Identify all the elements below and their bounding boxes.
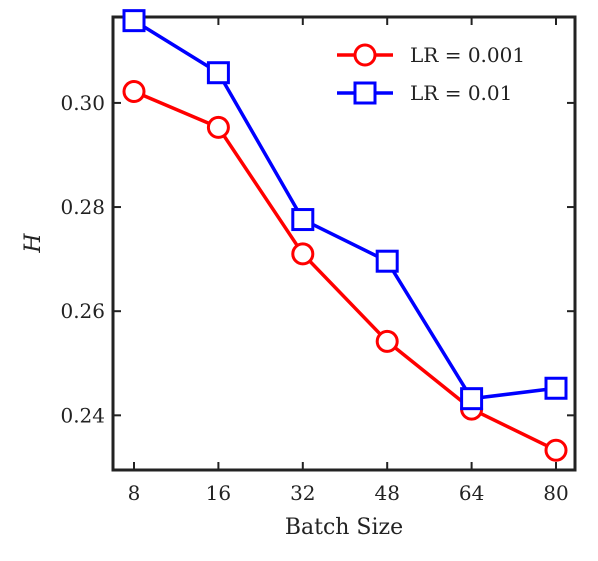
series-1	[122, 79, 568, 462]
x-tick-label: 8	[128, 481, 141, 505]
x-tick-label: 32	[290, 481, 315, 505]
data-point	[544, 376, 568, 400]
x-axis-label: Batch Size	[285, 515, 403, 540]
legend-marker	[353, 43, 377, 67]
y-axis: 0.24 0.26 0.28 0.30	[60, 91, 575, 427]
data-point	[375, 329, 399, 353]
data-point	[122, 79, 146, 103]
y-tick-label: 0.30	[60, 91, 105, 115]
legend: LR = 0.001 LR = 0.01	[337, 43, 525, 105]
legend-item: LR = 0.001	[337, 43, 525, 67]
data-point	[291, 208, 315, 232]
data-point	[460, 387, 484, 411]
data-point	[206, 115, 230, 139]
legend-item: LR = 0.01	[337, 81, 512, 105]
x-axis: 8 16 32 48 64 80	[128, 17, 569, 505]
legend-marker	[353, 81, 377, 105]
data-point	[206, 61, 230, 85]
series-line	[133, 19, 557, 401]
y-tick-label: 0.24	[60, 403, 105, 427]
y-axis-label: H	[21, 233, 46, 254]
plot-frame	[111, 15, 577, 472]
series-2	[122, 9, 568, 411]
x-tick-label: 80	[543, 481, 568, 505]
legend-label: LR = 0.001	[410, 43, 525, 67]
y-tick-label: 0.28	[60, 195, 105, 219]
data-point	[375, 249, 399, 273]
data-point	[122, 9, 146, 33]
series-group	[122, 9, 568, 462]
x-tick-label: 48	[374, 481, 399, 505]
data-point	[291, 242, 315, 266]
x-tick-label: 16	[206, 481, 231, 505]
x-tick-label: 64	[459, 481, 484, 505]
y-tick-label: 0.26	[60, 299, 105, 323]
series-line	[133, 89, 557, 452]
legend-label: LR = 0.01	[410, 81, 512, 105]
data-point	[544, 438, 568, 462]
